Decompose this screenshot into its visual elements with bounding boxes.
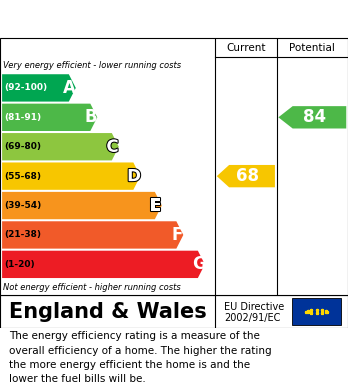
Text: Not energy efficient - higher running costs: Not energy efficient - higher running co… [3, 283, 181, 292]
Polygon shape [217, 165, 275, 187]
Text: Very energy efficient - lower running costs: Very energy efficient - lower running co… [3, 61, 182, 70]
Text: Potential: Potential [290, 43, 335, 53]
Polygon shape [2, 133, 119, 160]
Text: A: A [63, 79, 76, 97]
Text: C: C [106, 138, 119, 156]
Text: E: E [150, 197, 161, 215]
Text: (81-91): (81-91) [4, 113, 41, 122]
Text: The energy efficiency rating is a measure of the
overall efficiency of a home. T: The energy efficiency rating is a measur… [9, 331, 271, 384]
Text: Energy Efficiency Rating: Energy Efficiency Rating [10, 11, 232, 27]
Text: 68: 68 [236, 167, 259, 185]
Text: (21-38): (21-38) [4, 230, 41, 239]
Polygon shape [2, 104, 97, 131]
Polygon shape [2, 251, 205, 278]
Polygon shape [2, 221, 183, 249]
Polygon shape [2, 163, 140, 190]
Text: 84: 84 [303, 108, 326, 126]
Bar [292, 298, 341, 325]
Text: EU Directive: EU Directive [224, 301, 284, 312]
Text: (55-68): (55-68) [4, 172, 41, 181]
Polygon shape [2, 192, 162, 219]
Text: Current: Current [226, 43, 266, 53]
Text: F: F [171, 226, 183, 244]
Text: (69-80): (69-80) [4, 142, 41, 151]
Polygon shape [2, 74, 76, 102]
Text: England & Wales: England & Wales [9, 301, 206, 321]
Text: D: D [127, 167, 141, 185]
Text: (39-54): (39-54) [4, 201, 41, 210]
Text: (1-20): (1-20) [4, 260, 35, 269]
Polygon shape [278, 106, 346, 129]
Text: 2002/91/EC: 2002/91/EC [224, 313, 280, 323]
Text: G: G [192, 255, 205, 273]
Text: B: B [85, 108, 97, 126]
Text: (92-100): (92-100) [4, 83, 47, 92]
